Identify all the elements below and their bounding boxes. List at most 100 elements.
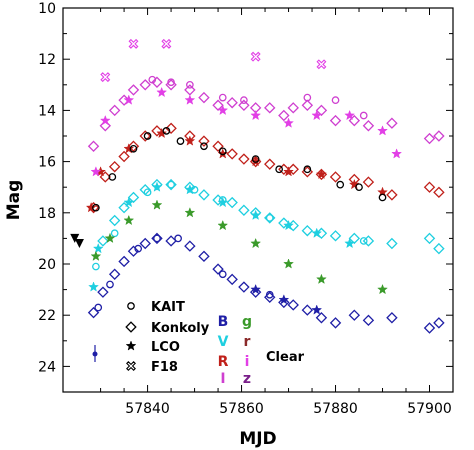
data-point	[433, 242, 445, 255]
data-point	[118, 255, 130, 268]
data-point	[90, 250, 102, 261]
legend-band-B: B	[218, 314, 229, 330]
legend-marker-lco	[125, 340, 137, 351]
data-point	[212, 194, 224, 206]
data-point	[184, 94, 196, 105]
data-point	[348, 114, 361, 127]
data-point	[344, 109, 356, 121]
data-point	[348, 232, 361, 245]
series-i-F18	[100, 38, 327, 83]
data-point	[184, 207, 196, 218]
data-point	[303, 93, 312, 102]
data-point	[311, 227, 323, 238]
data-point	[264, 102, 276, 114]
data-point	[118, 201, 130, 214]
data-point	[238, 153, 250, 165]
legend-marker-f18	[126, 361, 136, 371]
data-point	[238, 204, 250, 216]
data-point	[251, 155, 260, 163]
x-axis-label: MJD	[239, 429, 276, 449]
data-point	[348, 178, 360, 190]
legend-band-g: g	[242, 314, 252, 330]
data-point	[329, 171, 342, 183]
data-point	[85, 201, 97, 213]
data-point	[362, 314, 375, 327]
data-point	[198, 135, 210, 147]
data-point	[283, 219, 294, 231]
data-point	[151, 125, 163, 137]
data-point	[198, 189, 210, 201]
x-axis: 57840 57860 57880 57900	[100, 8, 452, 417]
data-point	[278, 296, 290, 309]
data-point	[99, 120, 112, 132]
data-point	[92, 262, 100, 271]
data-point	[217, 196, 229, 208]
data-point	[226, 196, 238, 209]
data-point	[362, 120, 375, 132]
data-point	[148, 75, 157, 84]
y-tick-label: 10	[38, 1, 56, 17]
legend-marker-konkoly	[125, 321, 137, 333]
data-point	[377, 186, 388, 197]
data-point	[198, 250, 210, 263]
data-point	[311, 304, 323, 315]
data-point	[87, 140, 100, 152]
data-point	[94, 303, 103, 312]
data-point	[174, 234, 182, 243]
data-point	[283, 166, 294, 177]
series-V-LCO	[88, 181, 356, 292]
data-point	[70, 233, 80, 243]
series-R-Konkoly	[87, 122, 445, 214]
data-point	[127, 140, 140, 152]
data-point	[329, 114, 342, 127]
data-point	[377, 125, 388, 136]
data-point	[311, 109, 323, 121]
data-point	[200, 142, 208, 151]
data-point	[212, 263, 224, 275]
data-point	[151, 76, 163, 88]
data-point	[99, 114, 111, 126]
data-point	[303, 165, 312, 174]
data-point	[301, 304, 314, 316]
series-g-LCO	[90, 199, 388, 295]
data-point	[423, 232, 436, 245]
data-point	[123, 94, 135, 105]
data-point	[250, 109, 262, 121]
data-point	[423, 132, 436, 145]
data-point	[184, 240, 196, 252]
data-point	[238, 99, 250, 111]
data-point	[123, 143, 135, 154]
legend-label-f18: F18	[151, 360, 178, 375]
data-point	[386, 237, 398, 250]
data-point	[336, 180, 345, 189]
data-point	[127, 84, 140, 96]
data-point	[249, 286, 262, 298]
series-B-LCO	[250, 283, 323, 315]
data-point	[118, 150, 130, 163]
data-point	[250, 237, 262, 249]
data-point	[151, 181, 163, 192]
data-point	[386, 117, 398, 129]
data-point	[362, 235, 375, 247]
data-point	[108, 268, 121, 280]
data-point	[287, 163, 299, 175]
legend-band-i: i	[245, 354, 250, 370]
y-tick-label: 14	[38, 103, 56, 119]
data-point	[378, 193, 387, 202]
data-point	[315, 104, 328, 117]
data-point	[278, 294, 290, 305]
data-point	[316, 59, 327, 70]
x-tick-label: 57860	[219, 401, 264, 417]
data-point	[123, 214, 135, 226]
y-axis: 10 12 14 16 18 20 22 24	[38, 1, 453, 393]
series-i-LCO	[90, 86, 403, 177]
data-point	[218, 147, 227, 156]
data-point	[162, 127, 171, 135]
data-point	[301, 225, 314, 237]
data-point	[433, 130, 445, 142]
y-tick-label: 24	[38, 359, 56, 375]
data-point	[315, 312, 328, 324]
data-point	[433, 317, 445, 329]
